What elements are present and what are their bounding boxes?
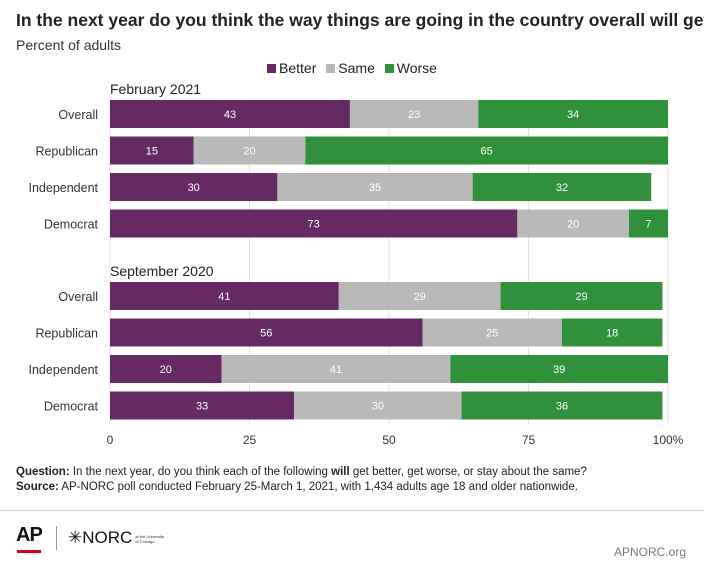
bar-segment-worse	[561, 318, 663, 347]
data-label-same: 41	[330, 364, 342, 376]
row-label: Independent	[28, 181, 98, 195]
x-tick-label: 50	[382, 433, 396, 447]
legend-item-worse: Worse	[384, 60, 437, 76]
data-label-worse: 32	[556, 182, 568, 194]
data-label-same: 29	[414, 291, 426, 303]
data-label-worse: 65	[481, 146, 493, 158]
data-label-same: 20	[243, 146, 255, 158]
row-label: Overall	[58, 290, 98, 304]
data-label-better: 41	[218, 291, 230, 303]
bar-segment-better	[110, 282, 339, 310]
data-label-better: 56	[260, 328, 272, 340]
norc-star-icon: ✳	[68, 528, 83, 547]
bar-segment-same	[193, 136, 306, 165]
data-label-worse: 29	[575, 291, 587, 303]
bar-segment-better	[110, 136, 194, 165]
question-pre: In the next year, do you think each of t…	[69, 466, 332, 478]
x-tick-label: 75	[522, 433, 536, 447]
footnote-source: Source: AP-NORC poll conducted February …	[16, 480, 696, 495]
bar-segment-worse	[500, 282, 663, 310]
legend-item-better: Better	[267, 60, 316, 76]
divider	[0, 510, 704, 511]
footnote-question: Question: In the next year, do you think…	[16, 465, 696, 480]
logo-separator	[56, 526, 57, 550]
data-label-better: 30	[188, 182, 200, 194]
bar-segment-worse	[305, 136, 668, 165]
bar-segment-worse	[472, 173, 652, 201]
chart-subtitle: Percent of adults	[16, 37, 122, 53]
bar-segment-worse	[450, 355, 668, 383]
data-label-better: 15	[146, 146, 158, 158]
legend-item-same: Same	[326, 60, 375, 76]
bar-segment-better	[110, 209, 518, 238]
ap-logo: AP	[16, 524, 43, 553]
data-label-same: 35	[369, 182, 381, 194]
data-label-worse: 39	[553, 364, 565, 376]
bar-segment-same	[277, 173, 473, 201]
row-label: Overall	[58, 108, 98, 122]
data-label-same: 30	[372, 401, 384, 413]
data-label-same: 20	[567, 219, 579, 231]
bar-segment-better	[110, 100, 350, 128]
data-label-same: 25	[486, 328, 498, 340]
bar-segment-better	[110, 391, 295, 420]
legend-swatch-better	[267, 64, 277, 73]
legend-swatch-worse	[384, 64, 394, 73]
bar-segment-same	[517, 209, 629, 238]
source-text: AP-NORC poll conducted February 25-March…	[58, 481, 578, 493]
bar-segment-worse	[461, 391, 663, 420]
chart-title: In the next year do you think the way th…	[16, 10, 704, 30]
question-bold: will	[331, 466, 350, 478]
row-label: Democrat	[44, 218, 99, 232]
legend-swatch-same	[326, 64, 336, 73]
bar-segment-same	[349, 100, 479, 128]
norc-logo-sub: at the University of Chicago	[135, 533, 164, 544]
data-label-better: 73	[308, 219, 320, 231]
bar-segment-same	[294, 391, 462, 420]
question-label: Question:	[16, 466, 70, 478]
bar-segment-better	[110, 173, 278, 201]
bar-segment-worse	[628, 209, 668, 238]
bar-segment-same	[338, 282, 501, 310]
data-label-better: 43	[224, 109, 236, 121]
bar-segment-better	[110, 318, 423, 347]
data-label-worse: 34	[567, 109, 579, 121]
stacked-bar-chart: 0 25 50 75 100% February 2021 Overall 43 23 34 Rep…	[28, 81, 684, 447]
legend-label-same: Same	[338, 60, 375, 76]
bar-segment-better	[110, 355, 222, 383]
x-tick-label: 0	[107, 433, 114, 447]
norc-logo-text: NORC	[82, 528, 133, 547]
x-tick-label: 25	[243, 433, 257, 447]
norc-logo: ✳NORC at the University of Chicago	[68, 528, 165, 548]
bar-segment-worse	[478, 100, 668, 128]
bar-segment-same	[221, 355, 451, 383]
data-label-better: 33	[196, 401, 208, 413]
question-post: get better, get worse, or stay about the…	[349, 466, 587, 478]
footnote: Question: In the next year, do you think…	[16, 465, 696, 495]
data-label-better: 20	[160, 364, 172, 376]
legend: Better Same Worse	[0, 60, 704, 76]
group-label: September 2020	[110, 263, 214, 279]
row-label: Republican	[35, 327, 98, 341]
data-label-worse: 36	[556, 401, 568, 413]
site-url: APNORC.org	[613, 545, 686, 559]
legend-label-worse: Worse	[396, 60, 437, 76]
data-label-same: 23	[408, 109, 420, 121]
row-label: Republican	[35, 145, 98, 159]
data-label-worse: 18	[606, 328, 618, 340]
row-label: Democrat	[44, 400, 99, 414]
source-label: Source:	[16, 481, 59, 493]
x-tick-label: 100%	[653, 433, 684, 447]
ap-logo-text: AP	[16, 524, 43, 546]
data-label-worse: 7	[645, 219, 651, 231]
ap-logo-bar	[17, 550, 41, 553]
group-label: February 2021	[110, 81, 201, 97]
row-label: Independent	[28, 363, 98, 377]
legend-label-better: Better	[279, 60, 317, 76]
bar-segment-same	[422, 318, 562, 347]
